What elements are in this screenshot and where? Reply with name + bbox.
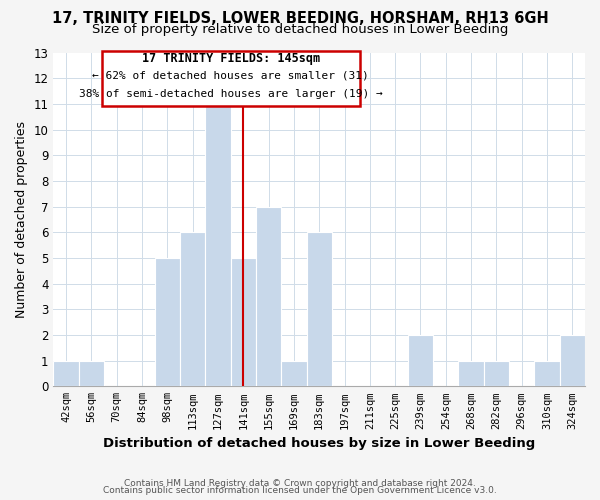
- X-axis label: Distribution of detached houses by size in Lower Beeding: Distribution of detached houses by size …: [103, 437, 535, 450]
- Bar: [408, 335, 433, 386]
- Text: Contains HM Land Registry data © Crown copyright and database right 2024.: Contains HM Land Registry data © Crown c…: [124, 478, 476, 488]
- Bar: [560, 335, 585, 386]
- Text: Size of property relative to detached houses in Lower Beeding: Size of property relative to detached ho…: [92, 24, 508, 36]
- Bar: [155, 258, 180, 386]
- Bar: [180, 232, 205, 386]
- Bar: [53, 360, 79, 386]
- Bar: [281, 360, 307, 386]
- Bar: [458, 360, 484, 386]
- Text: Contains public sector information licensed under the Open Government Licence v3: Contains public sector information licen…: [103, 486, 497, 495]
- Bar: [79, 360, 104, 386]
- Bar: [205, 104, 230, 387]
- Text: 38% of semi-detached houses are larger (19) →: 38% of semi-detached houses are larger (…: [79, 88, 382, 99]
- Text: ← 62% of detached houses are smaller (31): ← 62% of detached houses are smaller (31…: [92, 70, 369, 81]
- Text: 17, TRINITY FIELDS, LOWER BEEDING, HORSHAM, RH13 6GH: 17, TRINITY FIELDS, LOWER BEEDING, HORSH…: [52, 11, 548, 26]
- Bar: [484, 360, 509, 386]
- Bar: [256, 206, 281, 386]
- Y-axis label: Number of detached properties: Number of detached properties: [15, 121, 28, 318]
- Bar: [535, 360, 560, 386]
- Text: 17 TRINITY FIELDS: 145sqm: 17 TRINITY FIELDS: 145sqm: [142, 52, 320, 66]
- Bar: [307, 232, 332, 386]
- Bar: [230, 258, 256, 386]
- FancyBboxPatch shape: [101, 51, 360, 106]
